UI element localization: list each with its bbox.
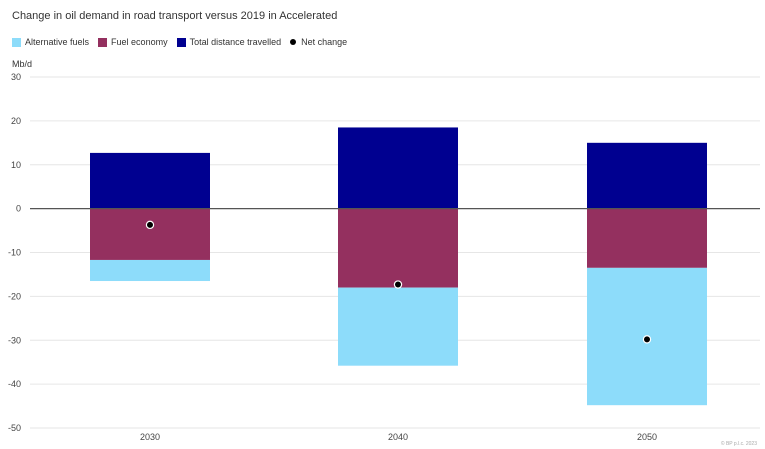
- y-tick-label: 0: [16, 204, 21, 214]
- y-tick-label: -20: [8, 291, 21, 301]
- legend-label-total-distance: Total distance travelled: [189, 37, 282, 47]
- legend-label-fuel-economy: Fuel economy: [111, 37, 168, 47]
- net-change-marker: [642, 335, 652, 344]
- chart-title: Change in oil demand in road transport v…: [12, 10, 338, 22]
- bar-fuel-economy: [90, 208, 210, 260]
- legend-swatch-alternative-fuels: [12, 37, 21, 47]
- y-tick-label: -40: [8, 379, 21, 389]
- legend-item-total-distance: Total distance travelled: [176, 37, 282, 47]
- bar-fuel-economy: [587, 208, 707, 268]
- y-axis-label: Mb/d: [12, 59, 33, 69]
- legend-item-net-change: Net change: [290, 37, 347, 47]
- net-change-marker: [145, 220, 155, 230]
- legend-dot-net-change: [290, 39, 297, 45]
- x-tick-label: 2050: [637, 432, 657, 442]
- legend: Alternative fuels Fuel economy Total dis…: [12, 37, 356, 47]
- y-tick-label: -30: [8, 335, 21, 345]
- bar-total-distance: [587, 142, 707, 209]
- y-tick-label: -10: [8, 248, 21, 258]
- legend-swatch-total-distance: [176, 37, 186, 47]
- bar-fuel-economy: [338, 208, 458, 288]
- legend-item-fuel-economy: Fuel economy: [98, 37, 168, 47]
- y-tick-label: 20: [11, 116, 21, 126]
- x-tick-label: 2030: [140, 432, 160, 442]
- legend-label-alternative-fuels: Alternative fuels: [25, 37, 90, 47]
- y-tick-label: -50: [8, 423, 21, 433]
- bar-total-distance: [90, 152, 210, 209]
- bar-total-distance: [338, 127, 458, 209]
- legend-swatch-fuel-economy: [98, 37, 108, 47]
- x-tick-label: 2040: [388, 432, 408, 442]
- y-tick-label: 30: [11, 72, 21, 82]
- legend-item-alternative-fuels: Alternative fuels: [12, 37, 89, 47]
- bar-alternative-fuels: [90, 259, 210, 282]
- bar-alternative-fuels: [338, 287, 458, 366]
- watermark: © BP p.l.c. 2023: [720, 441, 757, 447]
- legend-label-net-change: Net change: [301, 37, 348, 47]
- y-tick-label: 10: [11, 160, 21, 170]
- net-change-marker: [393, 280, 403, 289]
